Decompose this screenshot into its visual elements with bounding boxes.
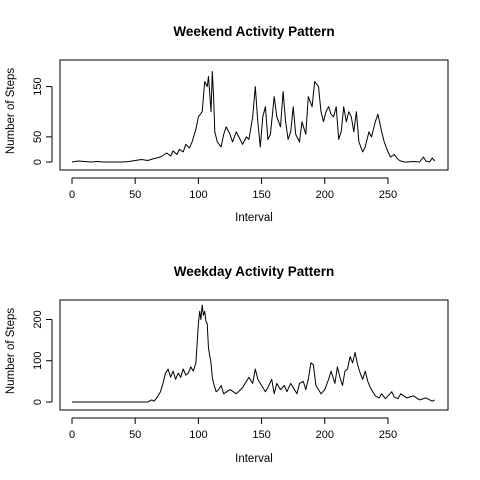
weekend-x-tick-label: 150 bbox=[252, 189, 270, 201]
weekday-x-tick-label: 150 bbox=[252, 429, 270, 441]
weekday-x-tick-label: 200 bbox=[316, 429, 334, 441]
weekday-x-axis-label: Interval bbox=[235, 453, 273, 465]
weekday-plot-frame bbox=[59, 299, 449, 411]
weekend-chart-title: Weekend Activity Pattern bbox=[173, 24, 334, 39]
weekend-steps-series-line bbox=[71, 71, 436, 163]
weekend-y-axis-label: Number of Steps bbox=[5, 68, 17, 155]
weekday-x-tick-label: 0 bbox=[69, 429, 75, 441]
weekday-x-tick-label: 250 bbox=[379, 429, 397, 441]
weekend-plot-frame bbox=[59, 59, 449, 171]
weekday-x-tick-label: 50 bbox=[129, 429, 141, 441]
weekday-y-tick-label: 100 bbox=[32, 352, 44, 370]
weekend-x-axis-label: Interval bbox=[235, 212, 273, 224]
weekday-chart-title: Weekday Activity Pattern bbox=[174, 264, 335, 279]
weekend-x-tick-label: 50 bbox=[129, 189, 141, 201]
weekday-y-axis-label: Number of Steps bbox=[5, 308, 17, 395]
weekend-x-tick-label: 200 bbox=[316, 189, 334, 201]
weekday-chart-panel: Weekday Activity Pattern Interval Number… bbox=[5, 264, 449, 465]
weekend-y-tick-label: 150 bbox=[32, 77, 44, 95]
weekend-chart-panel: Weekend Activity Pattern Interval Number… bbox=[5, 24, 449, 224]
weekend-x-tick-label: 0 bbox=[69, 189, 75, 201]
weekend-y-tick-label: 0 bbox=[32, 159, 44, 165]
weekend-x-tick-label: 100 bbox=[189, 189, 207, 201]
weekend-x-tick-label: 250 bbox=[379, 189, 397, 201]
weekday-x-tick-label: 100 bbox=[189, 429, 207, 441]
weekday-y-tick-label: 200 bbox=[32, 310, 44, 328]
weekday-steps-series-line bbox=[72, 304, 435, 403]
weekend-y-tick-label: 50 bbox=[32, 131, 44, 143]
weekday-y-tick-label: 0 bbox=[32, 399, 44, 405]
